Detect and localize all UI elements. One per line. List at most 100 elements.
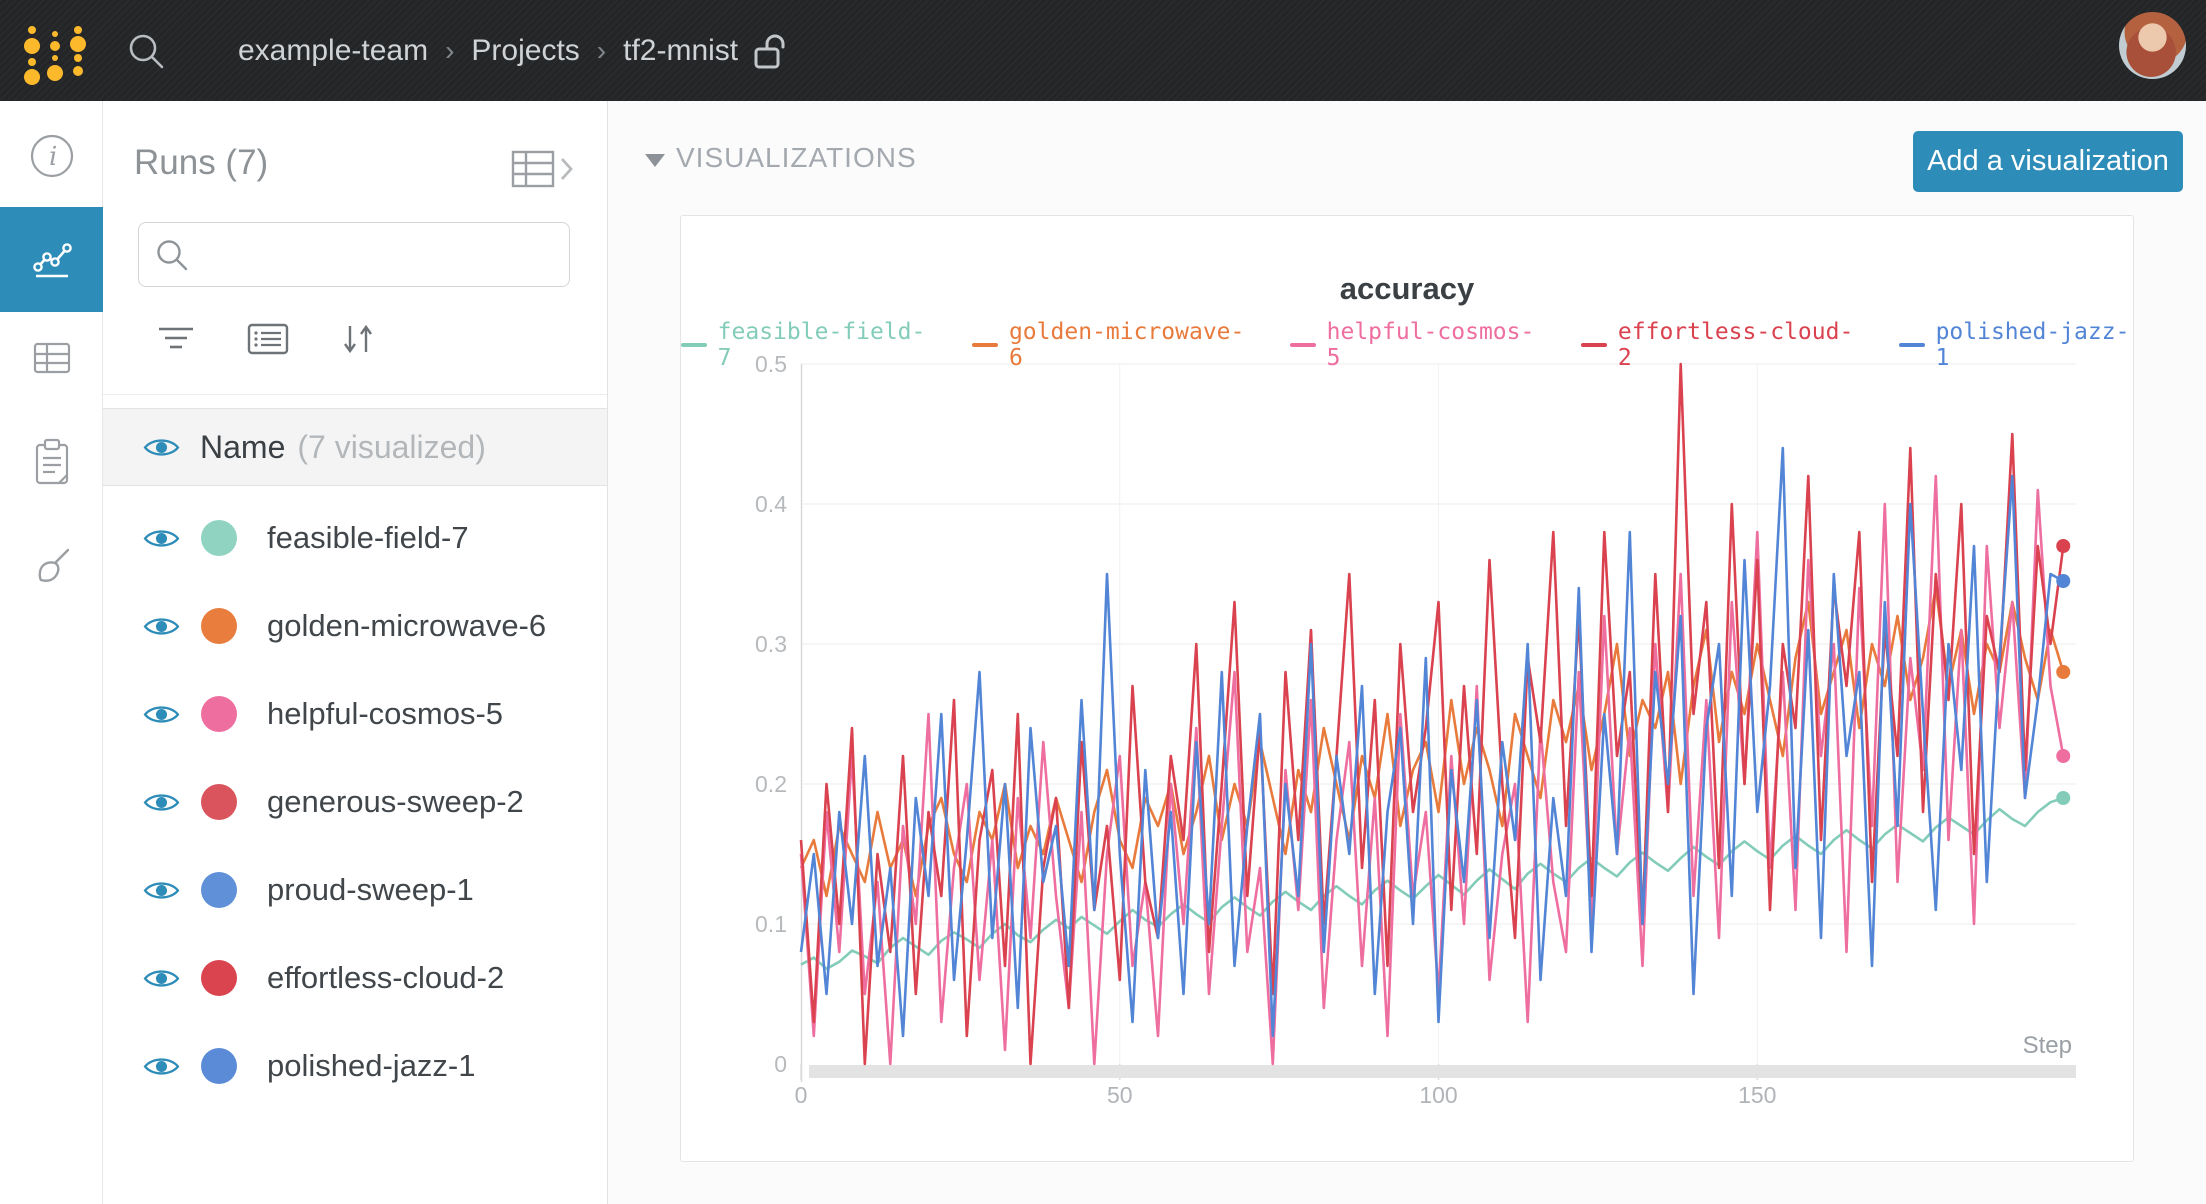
runs-list: feasible-field-7 golden-microwave-6 help… bbox=[103, 494, 607, 1110]
main-content: VISUALIZATIONS Add a visualization 0 0.1 0… bbox=[608, 101, 2206, 1204]
svg-text:50: 50 bbox=[1107, 1082, 1133, 1108]
visibility-eye-icon[interactable] bbox=[143, 435, 180, 460]
run-color-dot bbox=[201, 872, 237, 908]
legend-swatch bbox=[1290, 343, 1316, 347]
legend-swatch bbox=[972, 343, 998, 347]
sweeps-tab[interactable] bbox=[0, 522, 103, 612]
filter-icon[interactable] bbox=[157, 324, 195, 354]
grouping-icon[interactable] bbox=[247, 323, 289, 355]
runs-panel-title: Runs (7) bbox=[134, 143, 268, 183]
svg-text:0: 0 bbox=[774, 1051, 787, 1077]
search-icon[interactable] bbox=[126, 31, 166, 71]
run-name[interactable]: generous-sweep-2 bbox=[267, 784, 524, 820]
accuracy-chart-panel[interactable]: 00.10.20.30.40.5050100150Step accuracy f… bbox=[680, 215, 2134, 1162]
run-name[interactable]: proud-sweep-1 bbox=[267, 872, 474, 908]
run-row[interactable]: polished-jazz-1 bbox=[103, 1022, 607, 1110]
visibility-eye-icon[interactable] bbox=[143, 1054, 180, 1079]
run-name[interactable]: golden-microwave-6 bbox=[267, 608, 546, 644]
run-row[interactable]: effortless-cloud-2 bbox=[103, 934, 607, 1022]
visibility-eye-icon[interactable] bbox=[143, 526, 180, 551]
legend-label: golden-microwave-6 bbox=[1009, 319, 1246, 371]
run-color-dot bbox=[201, 784, 237, 820]
run-row[interactable]: feasible-field-7 bbox=[103, 494, 607, 582]
collapse-section-caret-icon[interactable] bbox=[645, 154, 665, 167]
legend-swatch bbox=[681, 343, 707, 347]
svg-text:0: 0 bbox=[795, 1082, 808, 1108]
notes-tab[interactable] bbox=[0, 417, 103, 507]
svg-text:0.1: 0.1 bbox=[755, 911, 787, 937]
broom-icon bbox=[27, 542, 77, 592]
run-color-dot bbox=[201, 520, 237, 556]
run-row[interactable]: golden-microwave-6 bbox=[103, 582, 607, 670]
divider bbox=[103, 394, 607, 395]
run-name[interactable]: helpful-cosmos-5 bbox=[267, 696, 503, 732]
left-icon-rail: i bbox=[0, 101, 103, 1204]
search-icon bbox=[155, 238, 189, 272]
visibility-eye-icon[interactable] bbox=[143, 966, 180, 991]
breadcrumb-project-name[interactable]: tf2-mnist bbox=[623, 34, 738, 68]
unlocked-icon bbox=[753, 33, 787, 71]
run-name[interactable]: polished-jazz-1 bbox=[267, 1048, 476, 1084]
runs-search-box bbox=[138, 222, 570, 287]
run-row[interactable]: helpful-cosmos-5 bbox=[103, 670, 607, 758]
run-color-dot bbox=[201, 960, 237, 996]
legend-item[interactable]: golden-microwave-6 bbox=[972, 319, 1246, 371]
wandb-logo[interactable] bbox=[22, 16, 88, 86]
run-color-dot bbox=[201, 1048, 237, 1084]
breadcrumb-projects[interactable]: Projects bbox=[471, 34, 579, 68]
svg-text:Step: Step bbox=[2023, 1032, 2072, 1059]
info-icon: i bbox=[29, 133, 75, 179]
add-visualization-button[interactable]: Add a visualization bbox=[1913, 131, 2183, 192]
clipboard-icon bbox=[29, 437, 75, 487]
line-chart-icon bbox=[28, 236, 76, 284]
legend-item[interactable]: helpful-cosmos-5 bbox=[1290, 319, 1537, 371]
runs-name-header[interactable]: Name (7 visualized) bbox=[103, 408, 607, 486]
visibility-eye-icon[interactable] bbox=[143, 878, 180, 903]
breadcrumb-team[interactable]: example-team bbox=[238, 34, 428, 68]
runs-sidebar: Runs (7) bbox=[103, 101, 608, 1204]
legend-item[interactable]: polished-jazz-1 bbox=[1899, 319, 2133, 371]
runs-search-input[interactable] bbox=[201, 223, 569, 286]
visibility-eye-icon[interactable] bbox=[143, 614, 180, 639]
svg-text:0.3: 0.3 bbox=[755, 631, 787, 657]
visualizations-section-title: VISUALIZATIONS bbox=[676, 142, 917, 174]
expand-runs-table-icon[interactable] bbox=[511, 149, 575, 189]
table-icon bbox=[28, 335, 76, 381]
visibility-eye-icon[interactable] bbox=[143, 702, 180, 727]
legend-label: helpful-cosmos-5 bbox=[1327, 319, 1538, 371]
breadcrumb: example-team › Projects › tf2-mnist bbox=[238, 0, 787, 101]
run-color-dot bbox=[201, 608, 237, 644]
breadcrumb-separator: › bbox=[597, 35, 606, 67]
breadcrumb-separator: › bbox=[445, 35, 454, 67]
runs-visualized-count: (7 visualized) bbox=[297, 429, 486, 466]
charts-tab-active[interactable] bbox=[0, 207, 103, 312]
chart-title: accuracy bbox=[681, 271, 2133, 307]
runs-toolbar bbox=[157, 319, 457, 359]
legend-item[interactable]: feasible-field-7 bbox=[681, 319, 928, 371]
legend-label: effortless-cloud-2 bbox=[1618, 319, 1855, 371]
svg-text:i: i bbox=[49, 142, 57, 172]
legend-label: feasible-field-7 bbox=[718, 319, 929, 371]
wandb-app: example-team › Projects › tf2-mnist i bbox=[0, 0, 2206, 1204]
run-name[interactable]: feasible-field-7 bbox=[267, 520, 469, 556]
user-avatar[interactable] bbox=[2119, 12, 2186, 79]
svg-text:100: 100 bbox=[1419, 1082, 1457, 1108]
runs-column-label: Name bbox=[200, 429, 285, 466]
chart-legend: feasible-field-7 golden-microwave-6 helpfu… bbox=[681, 319, 2133, 371]
overview-tab[interactable]: i bbox=[0, 111, 103, 201]
run-color-dot bbox=[201, 696, 237, 732]
legend-swatch bbox=[1581, 343, 1607, 347]
svg-text:0.2: 0.2 bbox=[755, 771, 787, 797]
table-tab[interactable] bbox=[0, 313, 103, 403]
top-navbar: example-team › Projects › tf2-mnist bbox=[0, 0, 2206, 101]
svg-text:0.4: 0.4 bbox=[755, 491, 787, 517]
visibility-eye-icon[interactable] bbox=[143, 790, 180, 815]
run-row[interactable]: generous-sweep-2 bbox=[103, 758, 607, 846]
sort-icon[interactable] bbox=[341, 323, 375, 355]
legend-item[interactable]: effortless-cloud-2 bbox=[1581, 319, 1855, 371]
legend-label: polished-jazz-1 bbox=[1936, 319, 2133, 371]
run-name[interactable]: effortless-cloud-2 bbox=[267, 960, 504, 996]
legend-swatch bbox=[1899, 343, 1925, 347]
svg-text:150: 150 bbox=[1738, 1082, 1776, 1108]
run-row[interactable]: proud-sweep-1 bbox=[103, 846, 607, 934]
